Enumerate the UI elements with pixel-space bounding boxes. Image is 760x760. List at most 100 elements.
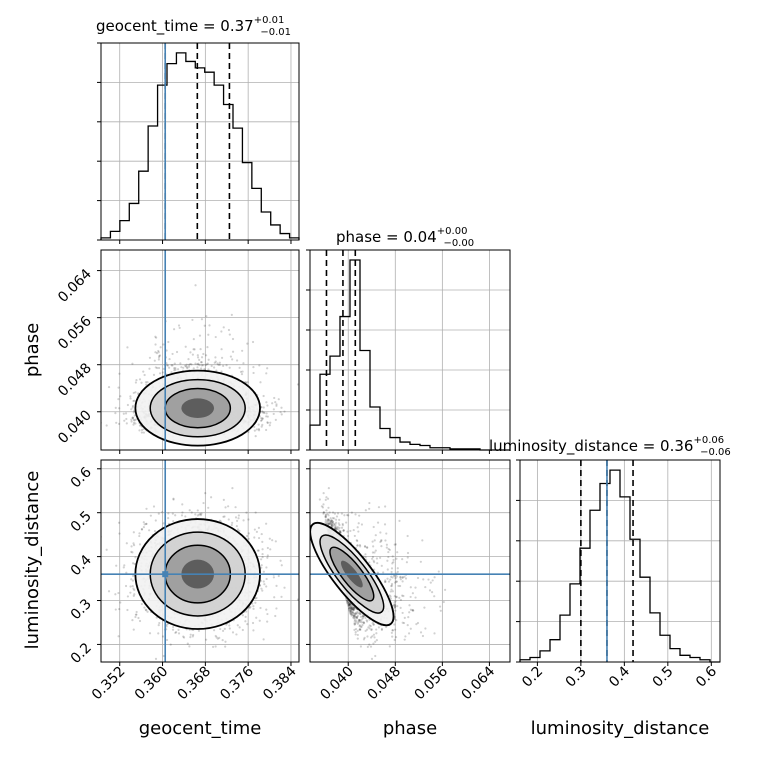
sample-point [172, 625, 175, 629]
sample-point [162, 654, 165, 658]
sample-point [261, 589, 264, 592]
sample-point [242, 362, 245, 365]
sample-point [117, 635, 120, 638]
sample-point [222, 498, 225, 501]
sample-point [154, 366, 157, 369]
sample-point [275, 607, 278, 610]
sample-point [245, 534, 249, 538]
sample-point [175, 350, 179, 354]
sample-point [130, 545, 133, 548]
sample-point [266, 404, 269, 407]
sample-point [217, 363, 220, 366]
sample-point [200, 367, 203, 370]
sample-point [220, 330, 223, 333]
sample-point [241, 614, 244, 617]
sample-point [231, 358, 234, 361]
sample-point [227, 518, 230, 521]
sample-point [229, 355, 233, 358]
sample-point [266, 620, 269, 623]
sample-point [157, 349, 160, 353]
sample-point [122, 566, 125, 569]
sample-point [265, 415, 268, 418]
sample-point [213, 361, 216, 364]
sample-point [231, 350, 235, 353]
sample-point [125, 571, 128, 574]
sample-point [138, 378, 142, 381]
sample-point [152, 505, 156, 508]
sample-point [131, 551, 134, 554]
sample-point [190, 511, 193, 514]
sample-point [122, 412, 125, 415]
title-phase-sup: +0.00 [437, 226, 468, 237]
sample-point [188, 645, 191, 648]
sample-point [192, 367, 195, 370]
sample-point [280, 564, 283, 567]
sample-point [117, 397, 120, 401]
sample-point [124, 584, 128, 588]
sample-point [189, 362, 192, 366]
sample-point [218, 636, 221, 639]
hist-step [309, 259, 510, 451]
sample-point [124, 412, 128, 415]
sample-point [202, 352, 205, 356]
sample-point [241, 370, 244, 373]
sample-point [231, 337, 235, 341]
sample-point [220, 356, 224, 359]
sample-point [205, 638, 208, 641]
sample-point [241, 349, 244, 352]
sample-point [272, 412, 275, 416]
sample-point [140, 381, 143, 384]
sample-point [246, 381, 249, 384]
sample-point [154, 335, 157, 338]
sample-point [131, 562, 135, 565]
sample-point [131, 416, 135, 419]
sample-point [261, 423, 264, 426]
sample-point [215, 636, 218, 639]
sample-point [215, 369, 218, 372]
sample-point [174, 367, 177, 370]
sample-point [235, 519, 239, 522]
sample-point [200, 318, 204, 321]
sample-point [107, 590, 111, 593]
sample-point [156, 366, 159, 370]
sample-point [254, 601, 257, 604]
sample-point [190, 363, 193, 366]
sample-point [205, 363, 208, 366]
sample-point [177, 632, 181, 635]
sample-point [214, 645, 217, 648]
contour-level-4 [181, 398, 215, 418]
sample-point [105, 548, 108, 551]
sample-point [165, 349, 168, 352]
sample-point [131, 584, 134, 588]
sample-point [224, 506, 227, 509]
sample-point [257, 549, 260, 552]
sample-point [235, 359, 239, 362]
sample-point [257, 423, 260, 426]
sample-point [265, 372, 268, 375]
sample-point [234, 506, 237, 509]
sample-point [235, 525, 238, 528]
sample-point [219, 627, 222, 631]
sample-point [296, 383, 299, 386]
sample-point [205, 354, 208, 357]
sample-point [157, 366, 161, 370]
sample-point [184, 364, 187, 367]
sample-point [260, 564, 263, 567]
sample-point [107, 385, 111, 389]
sample-point [230, 313, 233, 316]
sample-point [277, 398, 280, 401]
sample-point [134, 422, 137, 425]
sample-point [165, 625, 168, 628]
sample-point [130, 420, 133, 423]
sample-point [189, 351, 192, 354]
sample-point [178, 326, 181, 330]
sample-point [184, 345, 187, 348]
sample-point [174, 631, 177, 634]
panel-hist-luminosity-distance [516, 459, 721, 666]
sample-point [145, 383, 148, 386]
sample-point [179, 362, 182, 365]
sample-point [148, 367, 151, 370]
sample-point [221, 629, 225, 632]
sample-point [269, 421, 272, 424]
sample-point [272, 576, 275, 579]
